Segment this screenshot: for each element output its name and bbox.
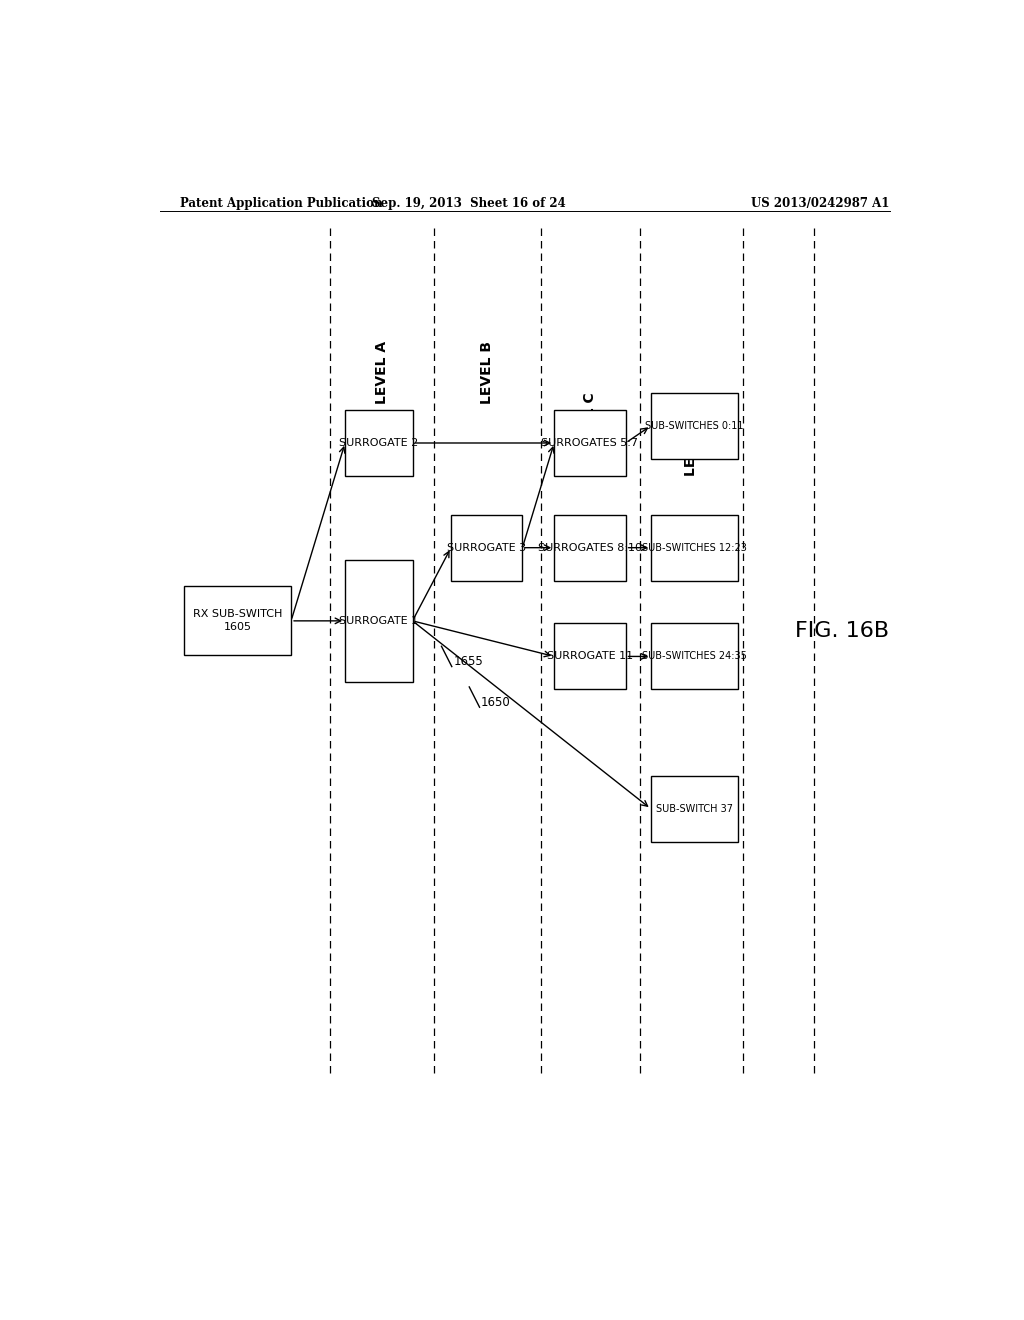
Bar <box>451 515 522 581</box>
Bar <box>554 515 626 581</box>
Text: RX SUB-SWITCH
1605: RX SUB-SWITCH 1605 <box>193 610 283 632</box>
Bar <box>651 623 738 689</box>
Text: SUB-SWITCHES 24:35: SUB-SWITCHES 24:35 <box>642 652 748 661</box>
Bar <box>554 411 626 477</box>
Text: 1650: 1650 <box>481 696 511 709</box>
Text: 1655: 1655 <box>454 655 483 668</box>
Text: SUB-SWITCH 37: SUB-SWITCH 37 <box>656 804 733 814</box>
Text: SURROGATES 8:10: SURROGATES 8:10 <box>538 543 642 553</box>
Text: Sep. 19, 2013  Sheet 16 of 24: Sep. 19, 2013 Sheet 16 of 24 <box>373 197 566 210</box>
Bar <box>651 392 738 459</box>
Bar <box>554 623 626 689</box>
Text: SURROGATE 3: SURROGATE 3 <box>447 543 526 553</box>
Text: SUB-SWITCHES 0:11: SUB-SWITCHES 0:11 <box>645 421 743 430</box>
Text: FIG. 16B: FIG. 16B <box>795 620 889 642</box>
Text: SURROGATE 1: SURROGATE 1 <box>339 616 419 626</box>
Text: SURROGATE 2: SURROGATE 2 <box>339 438 419 447</box>
Text: LEVEL A: LEVEL A <box>375 342 389 404</box>
Text: LEVEL B: LEVEL B <box>479 342 494 404</box>
Text: LEVEL D: LEVEL D <box>684 412 698 477</box>
Text: SUB-SWITCHES 12:23: SUB-SWITCHES 12:23 <box>642 543 748 553</box>
Text: LEVEL C: LEVEL C <box>583 392 597 455</box>
Bar <box>184 586 291 656</box>
Text: SURROGATES 5:7: SURROGATES 5:7 <box>542 438 638 447</box>
Bar <box>345 411 413 477</box>
Text: SURROGATE 11: SURROGATE 11 <box>547 652 633 661</box>
Text: Patent Application Publication: Patent Application Publication <box>179 197 382 210</box>
Text: US 2013/0242987 A1: US 2013/0242987 A1 <box>752 197 890 210</box>
Bar <box>651 776 738 842</box>
Bar <box>345 560 413 682</box>
Bar <box>651 515 738 581</box>
